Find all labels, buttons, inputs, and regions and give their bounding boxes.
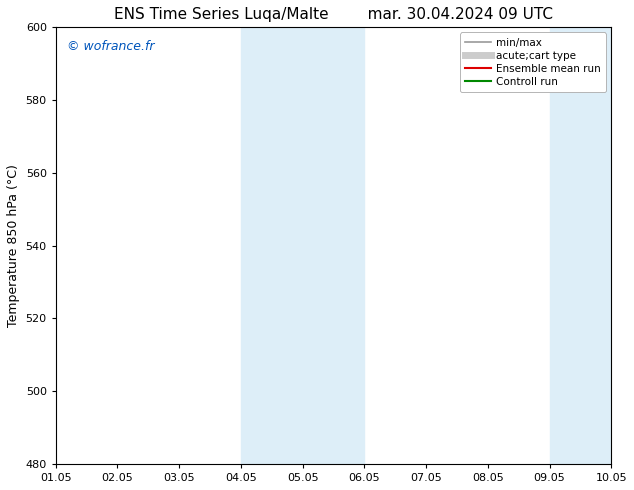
Legend: min/max, acute;cart type, Ensemble mean run, Controll run: min/max, acute;cart type, Ensemble mean … (460, 32, 606, 92)
Bar (550, 27, 634, 464)
Text: © wofrance.fr: © wofrance.fr (67, 40, 155, 53)
Y-axis label: Temperature 850 hPa (°C): Temperature 850 hPa (°C) (7, 164, 20, 327)
Bar (241, 27, 365, 464)
Title: ENS Time Series Luqa/Malte        mar. 30.04.2024 09 UTC: ENS Time Series Luqa/Malte mar. 30.04.20… (114, 7, 553, 22)
